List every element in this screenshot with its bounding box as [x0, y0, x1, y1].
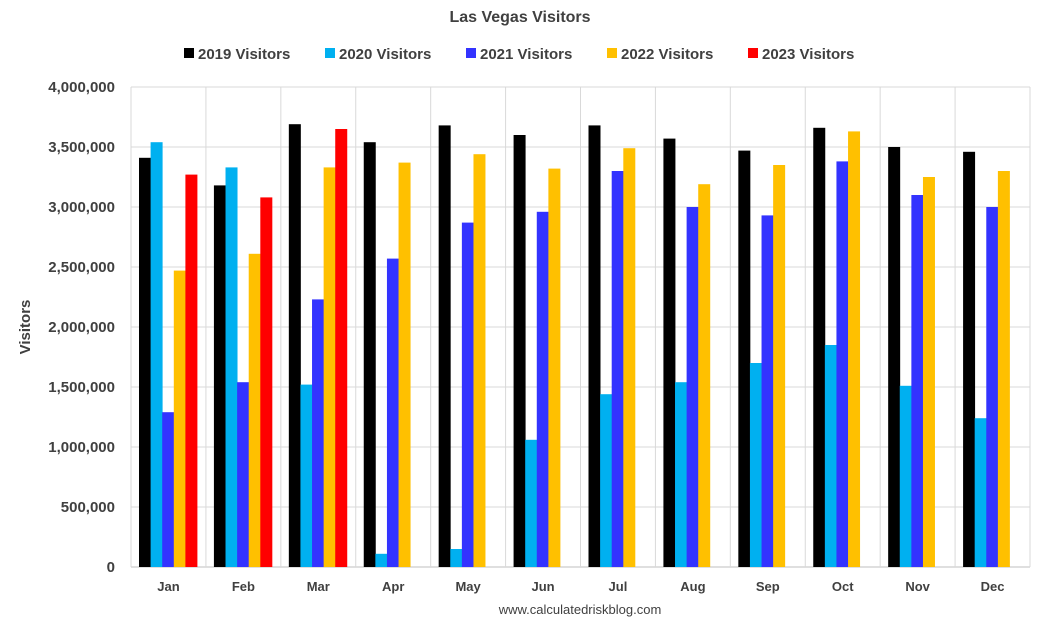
bar-2020-visitors-jul	[600, 394, 613, 567]
legend-swatch	[607, 48, 617, 58]
bar-2019-visitors-nov	[888, 147, 901, 567]
bar-2021-visitors-jun	[536, 211, 549, 568]
bar-2019-visitors-may	[438, 125, 451, 568]
bar-2020-visitors-mar	[300, 384, 313, 567]
legend-label: 2020 Visitors	[339, 46, 431, 63]
bar-2019-visitors-aug	[663, 138, 676, 567]
gridlines	[130, 86, 1031, 568]
bar-2020-visitors-oct	[824, 345, 837, 567]
legend: 2019 Visitors 2020 Visitors 2021 Visitors 2…	[184, 46, 854, 63]
bar-2020-visitors-aug	[675, 382, 688, 567]
bar-2022-visitors-feb	[248, 253, 261, 568]
bar-2019-visitors-dec	[963, 151, 976, 568]
y-tick-label: 4,000,000	[48, 79, 115, 96]
x-tick-label: Oct	[832, 579, 854, 594]
legend-swatch	[184, 48, 194, 58]
bar-2022-visitors-jun	[548, 168, 561, 567]
x-tick-label: Aug	[680, 579, 705, 594]
bar-2020-visitors-may	[450, 549, 463, 567]
bar-2022-visitors-nov	[922, 177, 935, 567]
x-tick-label: Feb	[232, 579, 255, 594]
bar-2022-visitors-dec	[997, 171, 1010, 567]
bar-2019-visitors-jul	[588, 125, 601, 568]
x-tick-label: Jul	[609, 579, 628, 594]
bars	[139, 124, 1010, 568]
x-tick-label: Jun	[531, 579, 554, 594]
y-tick-label: 3,500,000	[48, 139, 115, 156]
bar-2020-visitors-jan	[150, 142, 163, 567]
bar-2021-visitors-feb	[237, 382, 250, 567]
bar-2022-visitors-mar	[323, 167, 336, 567]
bar-2020-visitors-jun	[525, 439, 538, 567]
bar-2020-visitors-feb	[225, 167, 238, 567]
bar-2019-visitors-apr	[363, 142, 376, 567]
bar-2021-visitors-oct	[836, 161, 849, 567]
y-tick-label: 1,500,000	[48, 379, 115, 396]
x-tick-label: Nov	[905, 579, 930, 594]
bar-2021-visitors-nov	[911, 195, 924, 567]
legend-swatch	[325, 48, 335, 58]
y-tick-label: 0	[107, 559, 115, 576]
bar-2020-visitors-apr	[375, 553, 388, 567]
bar-2021-visitors-mar	[312, 299, 325, 567]
bar-2022-visitors-apr	[398, 162, 411, 567]
bar-2019-visitors-mar	[288, 124, 301, 567]
bar-2022-visitors-aug	[698, 184, 711, 567]
y-tick-label: 500,000	[61, 499, 115, 516]
bar-2019-visitors-oct	[813, 127, 826, 568]
x-tick-label: Dec	[981, 579, 1005, 594]
source-text: www.calculatedriskblog.com	[498, 602, 662, 617]
x-tick-label: Sep	[756, 579, 780, 594]
bar-2019-visitors-jan	[139, 157, 151, 568]
legend-label: 2019 Visitors	[198, 46, 290, 63]
bar-2021-visitors-jul	[611, 171, 624, 567]
bar-2023-visitors-mar	[335, 129, 348, 567]
bar-2020-visitors-dec	[974, 418, 987, 567]
x-tick-label: Apr	[382, 579, 404, 594]
legend-label: 2023 Visitors	[762, 46, 854, 63]
y-axis-label: Visitors	[17, 300, 34, 355]
bar-2023-visitors-jan	[185, 174, 198, 567]
bar-2022-visitors-sep	[773, 165, 786, 567]
x-tick-label: May	[455, 579, 481, 594]
bar-2021-visitors-apr	[386, 258, 399, 567]
bar-2023-visitors-feb	[260, 197, 273, 567]
bar-2022-visitors-jan	[173, 270, 186, 567]
bar-2021-visitors-aug	[686, 207, 699, 567]
bar-2019-visitors-jun	[513, 135, 526, 567]
legend-swatch	[748, 48, 758, 58]
x-tick-label: Jan	[157, 579, 179, 594]
bar-2022-visitors-oct	[848, 131, 861, 567]
bar-2020-visitors-sep	[749, 363, 762, 567]
bar-2022-visitors-jul	[623, 148, 636, 567]
y-tick-label: 3,000,000	[48, 199, 115, 216]
bar-2021-visitors-may	[461, 222, 474, 567]
x-axis-ticks: Jan Feb Mar Apr May Jun Jul Aug Sep Oct Nov Dec	[157, 579, 1004, 594]
x-tick-label: Mar	[307, 579, 330, 594]
chart-title: Las Vegas Visitors	[449, 9, 590, 26]
y-tick-label: 2,500,000	[48, 259, 115, 276]
bar-2021-visitors-jan	[162, 412, 175, 567]
y-tick-label: 1,000,000	[48, 439, 115, 456]
bar-2021-visitors-sep	[761, 215, 774, 567]
legend-label: 2022 Visitors	[621, 46, 713, 63]
legend-swatch	[466, 48, 476, 58]
y-axis-ticks: 0 500,000 1,000,000 1,500,000 2,000,000 2,500…	[48, 79, 115, 576]
bar-2021-visitors-dec	[986, 207, 999, 567]
bar-2022-visitors-may	[473, 154, 486, 567]
bar-2019-visitors-sep	[738, 150, 751, 567]
y-tick-label: 2,000,000	[48, 319, 115, 336]
bar-2019-visitors-feb	[213, 185, 226, 567]
bar-2020-visitors-nov	[899, 385, 912, 567]
legend-label: 2021 Visitors	[480, 46, 572, 63]
